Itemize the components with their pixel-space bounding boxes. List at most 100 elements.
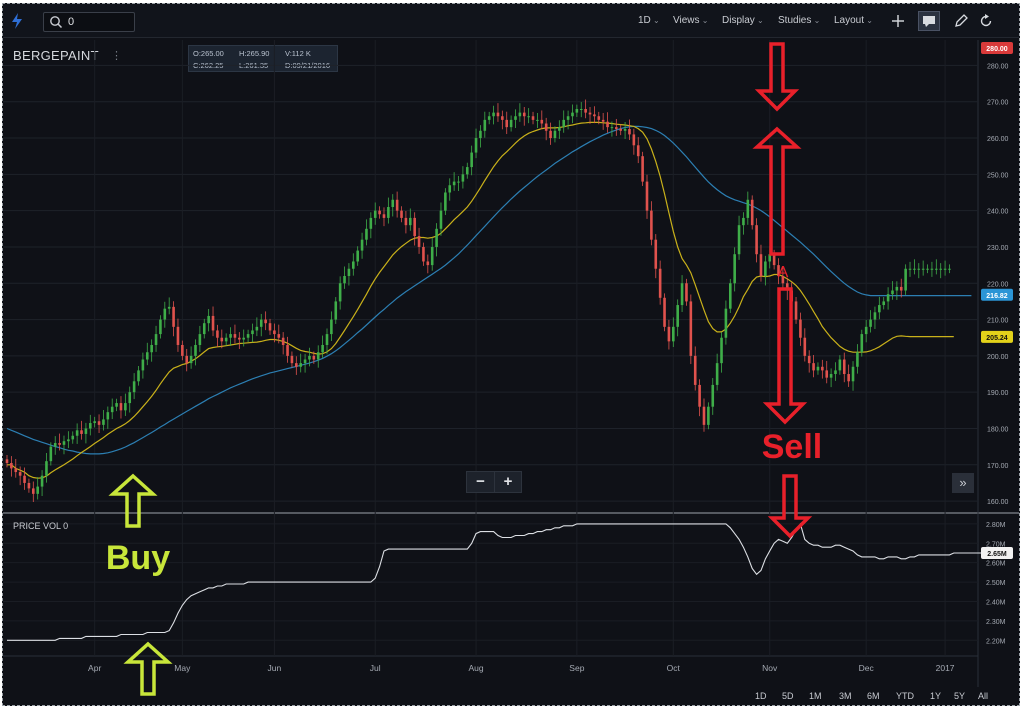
current-price-tag-bg [981,42,1013,54]
symbol-menu-dots-icon[interactable]: ⋮ [111,50,122,62]
volume-axis-tick: 2.60M [986,561,1006,568]
candle-body [444,192,447,211]
range-button-1y[interactable]: 1Y [930,691,942,701]
crosshair-plus-icon[interactable] [891,14,905,28]
interval-dropdown[interactable]: 1D [638,15,660,26]
candle-body [601,119,605,122]
sell-arrow-top-icon [754,42,800,112]
sell-arrow-up-icon [752,126,802,256]
candle-body [650,210,653,240]
candle-body [628,128,631,135]
candle-body [781,276,785,284]
candle-body [106,412,110,420]
zoom-out-button[interactable]: − [476,473,485,490]
candle-body [154,334,158,345]
price-axis-tick: 200.00 [987,354,1009,361]
refresh-icon[interactable] [978,13,994,29]
symbol-name[interactable]: BERGEPAINT [13,48,99,63]
range-button-1d[interactable]: 1D [755,691,767,701]
candle-body [728,283,732,309]
candle-body [40,475,44,487]
candle-body [23,475,26,483]
buy-arrow-icon [108,473,158,528]
candle-body [62,441,66,445]
candle-body [509,119,513,128]
candle-body [49,446,53,462]
candle-body [764,261,767,276]
candle-body [325,334,329,345]
candle-body [159,319,162,335]
candle-body [518,112,522,117]
time-axis-tick: Aug [468,663,483,673]
range-button-5y[interactable]: 5Y [954,691,966,701]
candle-body [189,355,193,364]
candle-body [834,370,837,375]
scroll-to-latest-button[interactable]: » [952,473,974,493]
range-button-all[interactable]: All [978,691,989,701]
volume-axis-tick: 2.80M [986,522,1006,529]
candle-body [268,323,272,331]
zoom-in-button[interactable]: + [494,472,521,492]
sell-arrow-down-icon [762,287,808,425]
candle-body [514,116,517,120]
lightning-bolt-icon[interactable] [10,12,24,30]
range-button-3m[interactable]: 3M [839,691,852,701]
candle-body [856,352,859,367]
candle-body [395,199,399,211]
search-icon [50,16,63,29]
range-button-5d[interactable]: 5D [782,691,794,701]
range-button-ytd[interactable]: YTD [896,691,914,701]
sma-fast-tag-bg [981,330,1013,343]
candle-body [536,119,539,121]
candle-body [939,268,942,270]
display-menu[interactable]: Display [722,15,764,26]
layout-menu[interactable]: Layout [834,15,873,26]
studies-menu[interactable]: Studies [778,15,820,26]
candle-body [812,363,815,371]
candle-body [181,344,184,356]
candle-body [119,403,123,411]
candle-body [895,286,899,291]
candle-body [400,210,403,218]
candle-body [847,374,850,382]
sma-slow-tag: 216.82 [986,293,1008,300]
draw-pencil-icon[interactable] [953,13,969,29]
sma-fast-line [7,121,954,479]
candle-body [246,334,250,338]
range-button-6m[interactable]: 6M [867,691,880,701]
candle-body [229,334,232,338]
candle-body [860,334,864,353]
price-axis-tick: 250.00 [987,172,1009,179]
candle-body [579,108,583,110]
candle-body [873,312,877,320]
candle-body [163,308,167,320]
comment-icon[interactable] [918,11,940,31]
candle-body [435,228,438,247]
price-chart[interactable]: 280.00 270.00 260.00 250.00 240.00 230.00 220.… [3,4,1020,706]
candle-body [891,290,894,295]
candle-body [527,116,530,118]
time-axis-tick: Jul [370,663,381,673]
candle-body [654,239,658,269]
candle-body [667,326,671,342]
candle-body [672,326,675,342]
candle-body [878,305,881,313]
range-button-1m[interactable]: 1M [809,691,822,701]
candle-body [501,116,504,120]
ohlc-date: D:09/21/2016 [285,61,331,70]
symbol-search-input[interactable]: 0 [43,12,135,32]
search-input-value: 0 [68,16,75,28]
candle-body [882,301,886,306]
candle-body [224,337,228,342]
views-menu[interactable]: Views [673,15,708,26]
candle-body [549,130,552,139]
volume-tag: 2.65M [987,551,1007,558]
sell-label: Sell [762,428,822,466]
candle-body [45,461,48,476]
candle-body [277,334,281,338]
candle-body [10,462,13,469]
candle-body [150,344,153,353]
candle-body [807,355,811,364]
candle-body [680,283,684,306]
candle-body [623,128,627,131]
